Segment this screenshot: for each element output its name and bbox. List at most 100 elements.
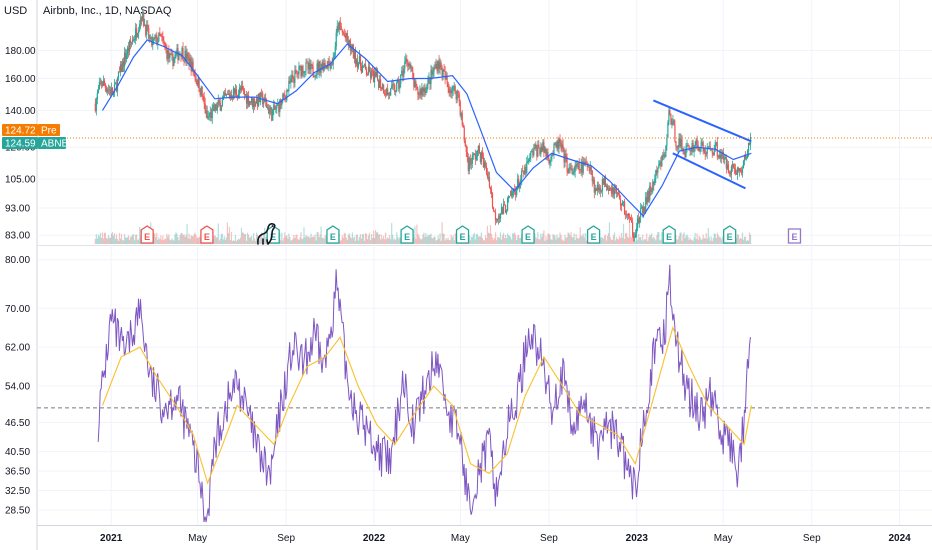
- candle-body: [275, 108, 277, 110]
- candle-body: [316, 63, 318, 74]
- candle-body: [474, 153, 476, 160]
- candle-body: [209, 112, 211, 117]
- candle-body: [563, 148, 565, 163]
- earnings-marker[interactable]: E: [455, 225, 470, 244]
- candles: [94, 8, 752, 242]
- earnings-marker[interactable]: E: [586, 225, 601, 244]
- volume-bar: [582, 233, 584, 244]
- volume-bar: [378, 233, 381, 244]
- candle-body: [536, 148, 538, 157]
- earnings-marker[interactable]: E: [326, 225, 340, 244]
- candle-body: [340, 26, 342, 31]
- volume-bar: [566, 236, 568, 244]
- volume-bar: [484, 235, 487, 244]
- volume-bar: [480, 232, 483, 244]
- candle-body: [424, 88, 426, 93]
- earnings-marker[interactable]: E: [662, 225, 676, 244]
- candle-body: [675, 141, 677, 147]
- candle-body: [304, 71, 306, 73]
- candle-body: [702, 142, 704, 152]
- volume-bar: [162, 235, 164, 244]
- candle-body: [489, 187, 492, 190]
- volume-bar: [617, 239, 620, 244]
- candle-body: [670, 114, 672, 125]
- candle-body: [695, 139, 697, 146]
- candle-body: [397, 79, 399, 83]
- candle-body: [722, 152, 724, 160]
- candle-body: [121, 61, 124, 72]
- volume-bar: [340, 239, 342, 244]
- candle-body: [291, 75, 293, 79]
- volume-bar: [735, 237, 738, 244]
- volume-bar: [441, 222, 443, 244]
- volume-bar: [215, 237, 217, 244]
- volume-bar: [177, 237, 179, 244]
- candle-body: [615, 189, 618, 194]
- volume-bar: [427, 234, 429, 244]
- volume-bar: [134, 240, 136, 244]
- candle-body: [724, 157, 726, 160]
- candle-body: [410, 67, 412, 69]
- candle-body: [636, 227, 638, 234]
- rsi-axis[interactable]: 80.00 70.00 62.00 54.00 46.50 40.50 36.50 32.50…: [5, 255, 30, 516]
- candle-body: [132, 39, 134, 43]
- volume-bar: [126, 237, 129, 244]
- earnings-marker[interactable]: E: [140, 225, 154, 244]
- volume-bar: [105, 237, 108, 244]
- volume-bar: [678, 236, 680, 244]
- candle-body: [589, 166, 591, 172]
- candle-body: [557, 141, 559, 149]
- channel-lower-line[interactable]: [672, 152, 746, 190]
- candle-body: [522, 170, 524, 172]
- earnings-marker-shape: [662, 225, 676, 244]
- volume-bar: [737, 234, 740, 244]
- candle-body: [481, 152, 484, 157]
- volume-bar: [548, 233, 550, 244]
- candle-body: [346, 33, 348, 41]
- earnings-marker-label: E: [404, 232, 410, 242]
- earnings-marker[interactable]: E: [521, 225, 535, 244]
- volume-bar: [377, 234, 380, 244]
- time-axis[interactable]: 2021 May Sep 2022 May Sep 2023 May Sep 2024: [100, 533, 911, 544]
- volume-bar: [520, 237, 522, 244]
- candle-body: [220, 106, 222, 111]
- candle-body: [161, 36, 163, 38]
- candle-body: [659, 161, 661, 164]
- candle-body: [155, 35, 157, 39]
- volume-bar: [425, 233, 427, 244]
- candle-body: [205, 110, 207, 114]
- channel-upper-line[interactable]: [652, 99, 752, 143]
- volume-bar: [720, 239, 722, 244]
- candle-body: [241, 86, 244, 90]
- earnings-marker[interactable]: E: [200, 225, 214, 244]
- volume-bar: [433, 236, 435, 244]
- candle-body: [704, 148, 706, 155]
- candle-body: [126, 47, 129, 55]
- volume-bar: [749, 234, 752, 244]
- candle-body: [251, 97, 254, 108]
- candle-body: [170, 53, 172, 55]
- volume-bar: [695, 238, 697, 244]
- volume-bar: [390, 239, 392, 244]
- trend-channel[interactable]: [652, 99, 752, 190]
- earnings-marker[interactable]: E: [400, 225, 414, 244]
- dinosaur-icon[interactable]: [257, 223, 276, 245]
- volume-bar: [583, 237, 585, 244]
- volume-bar: [736, 234, 739, 244]
- candle-body: [130, 40, 132, 44]
- earnings-marker[interactable]: E: [787, 228, 802, 244]
- volume-bar: [496, 236, 499, 244]
- candle-body: [105, 87, 108, 92]
- candle-body: [118, 71, 121, 73]
- candle-body: [97, 89, 99, 94]
- volume-bar: [551, 240, 553, 244]
- candle-body: [433, 67, 435, 72]
- earnings-marker[interactable]: E: [723, 225, 737, 244]
- volume-bar: [483, 240, 486, 244]
- candle-body: [198, 78, 200, 92]
- candle-body: [167, 50, 169, 59]
- candle-body: [416, 86, 418, 89]
- volume-bar: [259, 239, 261, 244]
